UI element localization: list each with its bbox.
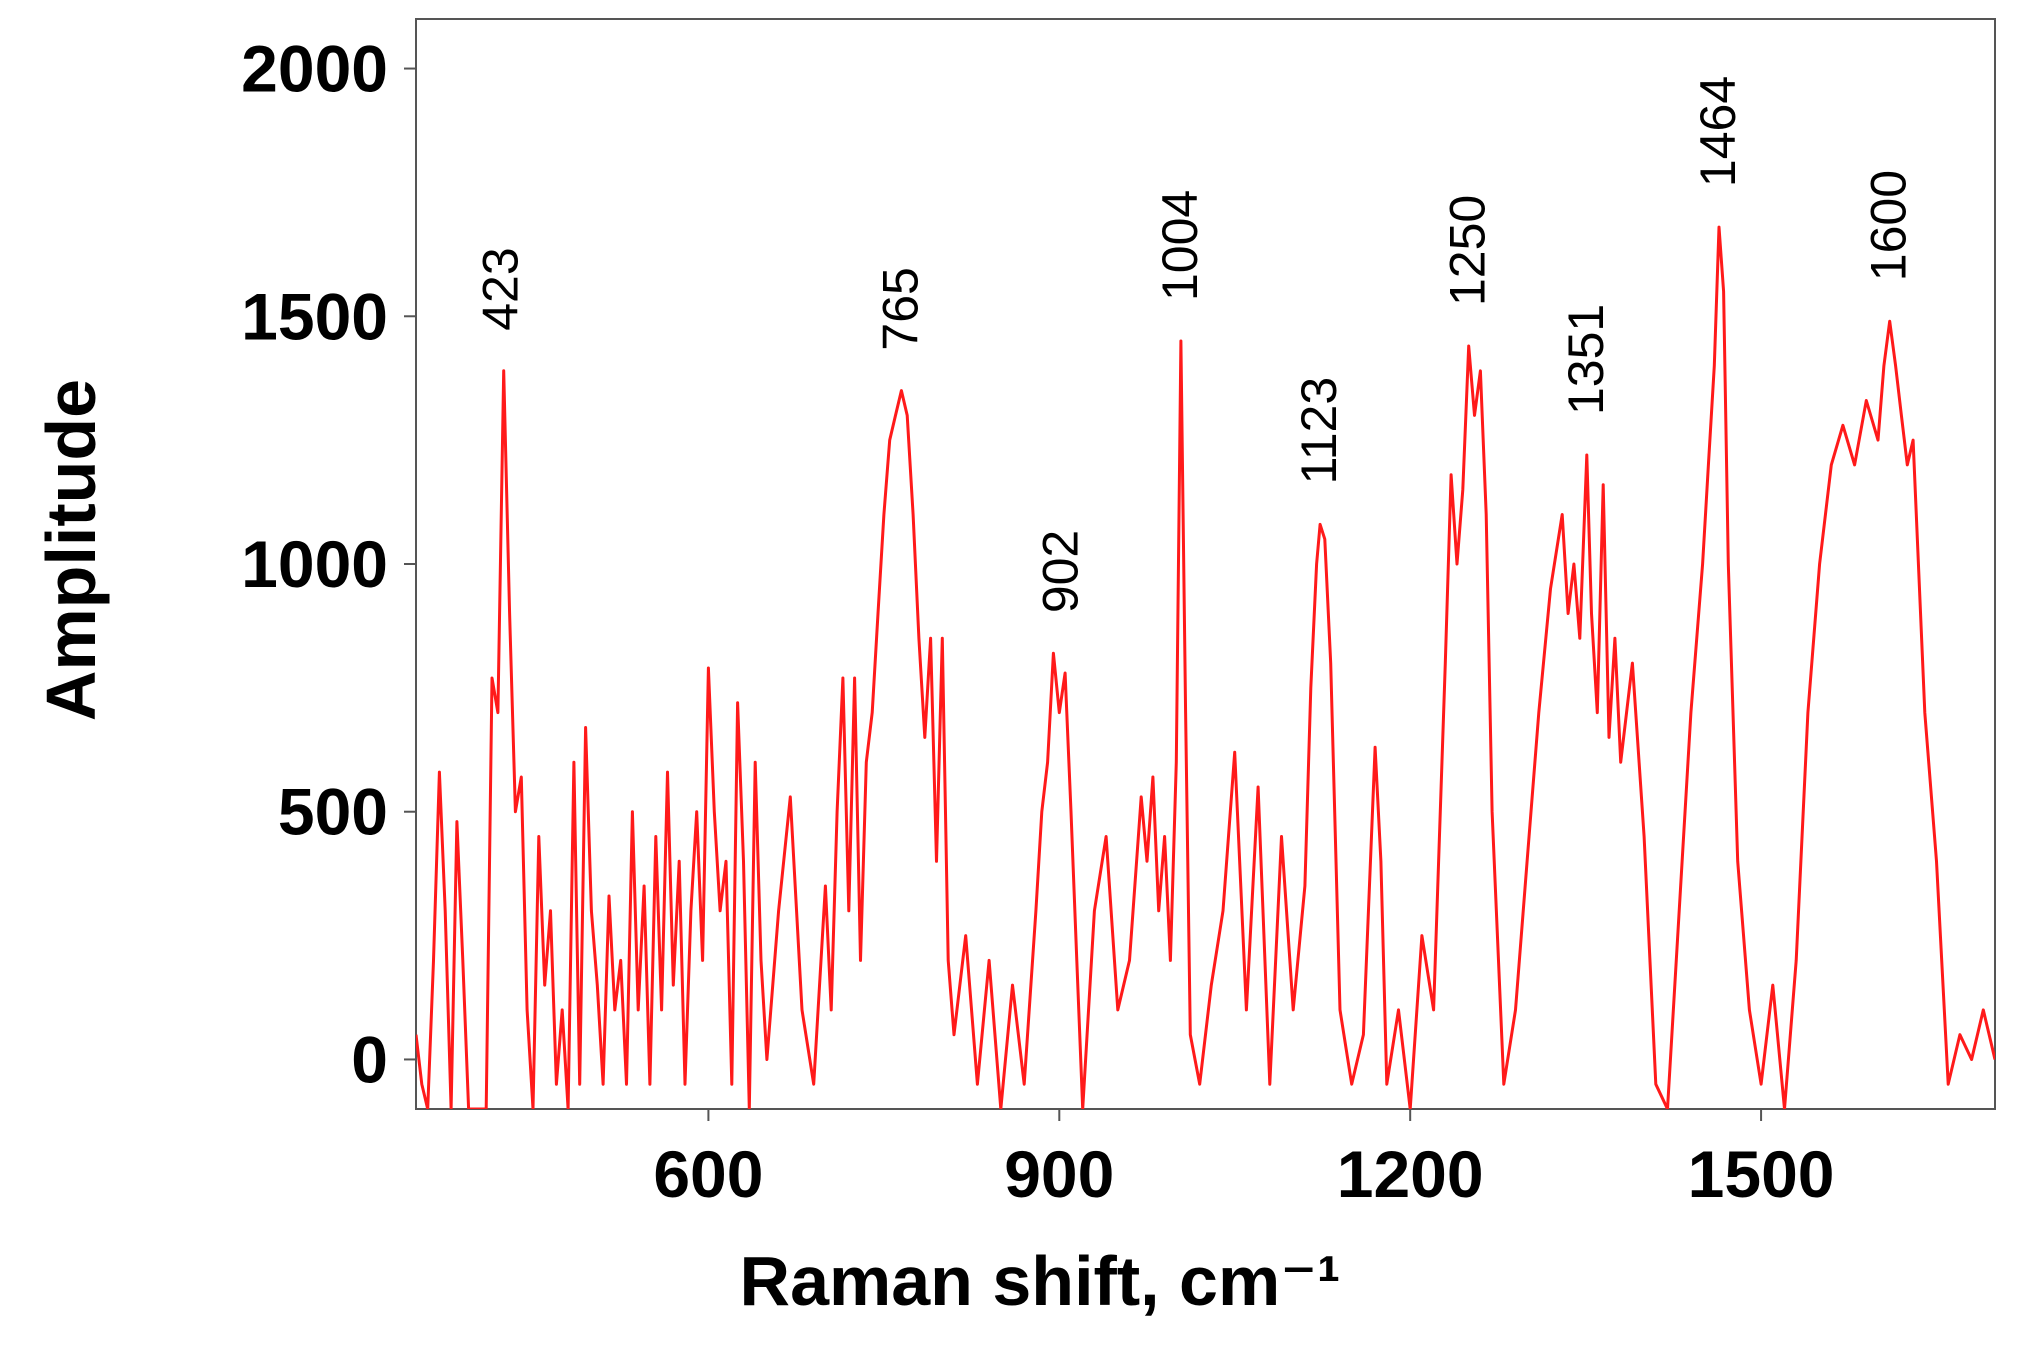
peak-label: 1250 (1440, 195, 1496, 306)
y-tick-label: 1500 (241, 279, 388, 353)
peak-label: 1351 (1558, 304, 1614, 415)
y-tick-label: 1000 (241, 527, 388, 601)
peak-label: 423 (472, 247, 528, 330)
x-tick-label: 1500 (1688, 1137, 1835, 1211)
y-tick-label: 0 (351, 1022, 388, 1096)
peak-label: 1004 (1152, 190, 1208, 301)
x-tick-label: 900 (1004, 1137, 1114, 1211)
x-tick-label: 1200 (1337, 1137, 1484, 1211)
spectrum-line (416, 225, 1995, 1109)
y-tick-label: 500 (278, 775, 388, 849)
y-tick-label: 2000 (241, 32, 388, 106)
y-axis-title: Amplitude (32, 379, 110, 721)
peak-label: 1600 (1861, 170, 1917, 281)
peak-label: 1123 (1291, 377, 1347, 485)
peak-label: 1464 (1690, 76, 1746, 187)
x-axis-title: Raman shift, cm⁻¹ (740, 1242, 1341, 1320)
x-tick-label: 600 (653, 1137, 763, 1211)
peak-label: 902 (1033, 530, 1089, 613)
peak-label: 765 (872, 267, 928, 350)
